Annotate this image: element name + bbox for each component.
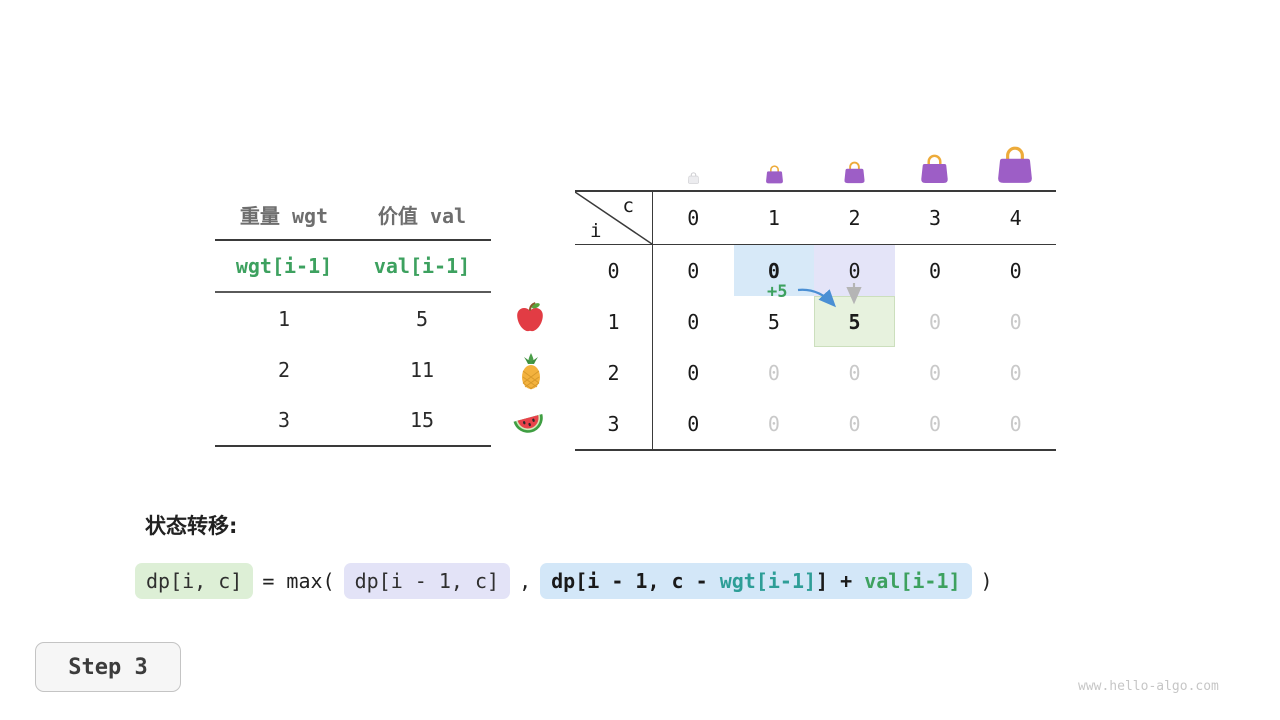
bag-capacity-3-icon (921, 154, 948, 184)
dp-col-header: 3 (894, 192, 976, 245)
dp-col-header: 1 (733, 192, 815, 245)
bag-capacity-4-icon (998, 146, 1032, 183)
formula-wgt-token: wgt[i-1] (719, 569, 817, 593)
dp-cell-2-0: 0 (687, 360, 700, 385)
watermelon-icon (513, 414, 543, 433)
dp-col-header: 0 (653, 192, 734, 245)
formula-take-chip: dp[i - 1, c - wgt[i-1]] + val[i-1] (540, 563, 972, 599)
dp-cell-0-1-source-take: 0 (733, 245, 815, 296)
formula-skip-chip: dp[i - 1, c] (343, 563, 511, 599)
item-2-weight: 2 (277, 357, 291, 382)
dp-cell-0-4: 0 (1009, 258, 1022, 283)
dp-cell-3-3: 0 (929, 411, 942, 436)
dp-row-label: 1 (575, 296, 653, 347)
bag-capacity-2-icon (844, 161, 865, 184)
bag-capacity-1-icon (766, 165, 783, 184)
items-var-val: val[i-1] (353, 241, 491, 293)
item-2-value: 11 (409, 357, 435, 382)
apple-icon (517, 302, 543, 332)
dp-cell-1-1: 5 (767, 309, 780, 334)
formula-val-token: val[i-1] (864, 569, 961, 593)
formula-operator: = max( (262, 569, 335, 593)
formula-take-prefix: dp[i - 1, c - (551, 569, 720, 593)
dp-cell-3-1: 0 (767, 411, 780, 436)
dp-cell-1-3: 0 (929, 309, 942, 334)
dp-cell-3-2: 0 (848, 411, 861, 436)
dp-row-label: 0 (575, 245, 653, 296)
value-add-annotation: +5 (767, 282, 788, 302)
item-1-weight: 1 (277, 306, 291, 331)
dp-axis-i-label: i (590, 220, 602, 242)
dp-col-header: 4 (975, 192, 1056, 245)
item-3-value: 15 (409, 408, 435, 432)
dp-col-header: 2 (814, 192, 895, 245)
dp-cell-3-4: 0 (1009, 411, 1022, 436)
dp-table: c i 0 1 2 3 4 0 0 0 0 0 0 1 0 5 5 0 0 2 … (575, 190, 1056, 451)
transition-formula: dp[i, c] = max( dp[i - 1, c] , dp[i - 1,… (135, 561, 993, 601)
dp-cell-1-0: 0 (687, 309, 700, 334)
bag-capacity-0-icon (688, 172, 699, 184)
items-var-wgt: wgt[i-1] (215, 241, 353, 293)
formula-take-mid: ] + (816, 569, 865, 593)
transition-heading: 状态转移: (145, 514, 238, 538)
dp-cell-2-2: 0 (848, 360, 861, 385)
dp-cell-1-4: 0 (1009, 309, 1022, 334)
items-header-value: 价值 val (353, 190, 491, 241)
dp-row-label: 3 (575, 398, 653, 449)
items-table: 重量 wgt 价值 val wgt[i-1] val[i-1] 1 5 2 11… (215, 190, 491, 447)
site-watermark: www.hello-algo.com (1078, 679, 1219, 694)
item-3-weight: 3 (277, 408, 291, 432)
items-header-weight: 重量 wgt (215, 190, 353, 241)
dp-cell-0-0: 0 (687, 258, 700, 283)
dp-cell-0-2-source-skip: 0 (814, 245, 895, 296)
formula-lhs-chip: dp[i, c] (135, 563, 254, 599)
dp-cell-3-0: 0 (687, 411, 700, 436)
dp-cell-0-3: 0 (929, 258, 942, 283)
pineapple-icon (522, 353, 540, 390)
diagonal-divider (575, 192, 652, 244)
dp-axis-c-label: c (622, 195, 634, 217)
dp-cell-2-1: 0 (767, 360, 780, 385)
dp-cell-2-3: 0 (929, 360, 942, 385)
dp-corner-cell: c i (575, 192, 653, 245)
formula-separator: , (519, 569, 532, 593)
step-indicator-button[interactable]: Step 3 (35, 642, 181, 692)
dp-cell-2-4: 0 (1009, 360, 1022, 385)
formula-close-paren: ) (980, 569, 993, 593)
dp-cell-1-2-current: 5 (814, 296, 895, 347)
dp-row-label: 2 (575, 347, 653, 398)
item-1-value: 5 (415, 306, 429, 331)
